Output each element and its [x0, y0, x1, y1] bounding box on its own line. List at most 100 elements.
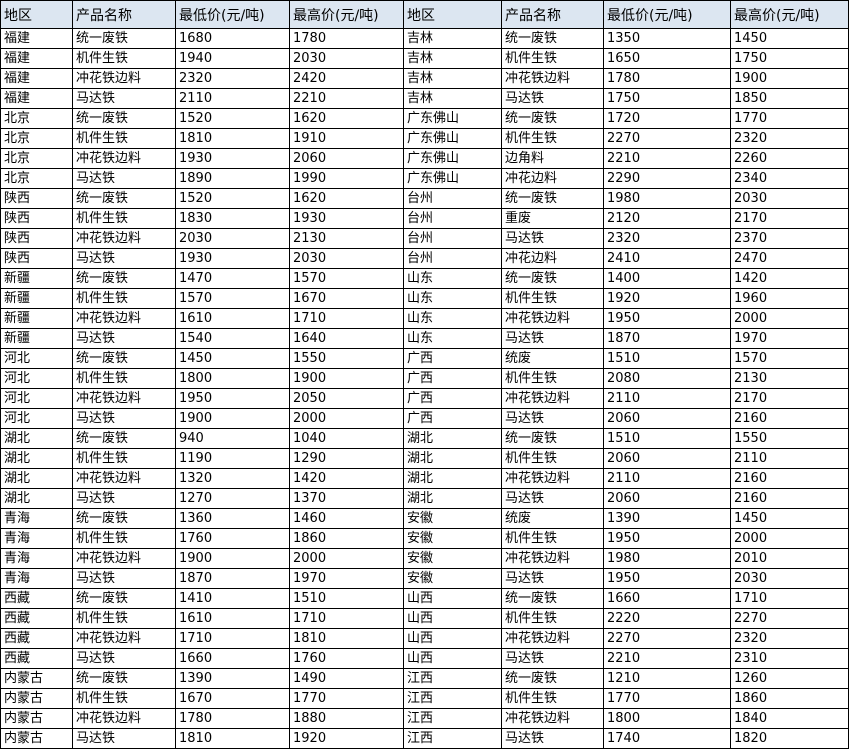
max-price-cell: 1420 [730, 268, 849, 289]
product-cell: 冲花铁边料 [501, 68, 604, 89]
product-cell: 马达铁 [72, 728, 176, 749]
min-price-cell: 1390 [175, 668, 290, 689]
table-row: 陕西 马达铁 1930 2030 台州 冲花边料 2410 2470 [0, 248, 849, 269]
region-cell: 湖北 [403, 468, 502, 489]
min-price-cell: 2080 [603, 368, 731, 389]
max-price-cell: 1970 [730, 328, 849, 349]
min-price-cell: 1930 [175, 148, 290, 169]
max-price-cell: 1640 [289, 328, 404, 349]
table-body: 福建 统一废铁 1680 1780 吉林 统一废铁 1350 1450 福建 机件生铁 1940 20… [0, 28, 849, 749]
product-cell: 统一废铁 [501, 668, 604, 689]
min-price-cell: 1810 [175, 728, 290, 749]
max-price-cell: 2170 [730, 388, 849, 409]
min-price-cell: 1940 [175, 48, 290, 69]
header-product: 产品名称 [501, 0, 604, 29]
max-price-cell: 2030 [289, 248, 404, 269]
product-cell: 边角料 [501, 148, 604, 169]
max-price-cell: 1880 [289, 708, 404, 729]
max-price-cell: 1550 [730, 428, 849, 449]
min-price-cell: 1190 [175, 448, 290, 469]
min-price-cell: 1950 [175, 388, 290, 409]
max-price-cell: 2010 [730, 548, 849, 569]
max-price-cell: 1970 [289, 568, 404, 589]
min-price-cell: 1610 [175, 608, 290, 629]
min-price-cell: 2210 [603, 648, 731, 669]
table-row: 内蒙古 冲花铁边料 1780 1880 江西 冲花铁边料 1800 1840 [0, 708, 849, 729]
region-cell: 广西 [403, 368, 502, 389]
region-cell: 湖北 [403, 488, 502, 509]
max-price-cell: 1770 [730, 108, 849, 129]
region-cell: 广西 [403, 388, 502, 409]
region-cell: 北京 [0, 148, 73, 169]
header-min-price: 最低价(元/吨) [603, 0, 731, 29]
max-price-cell: 2370 [730, 228, 849, 249]
max-price-cell: 1770 [289, 688, 404, 709]
product-cell: 统一废铁 [501, 268, 604, 289]
region-cell: 河北 [0, 348, 73, 369]
product-cell: 机件生铁 [501, 368, 604, 389]
max-price-cell: 1710 [289, 308, 404, 329]
table-row: 河北 冲花铁边料 1950 2050 广西 冲花铁边料 2110 2170 [0, 388, 849, 409]
product-cell: 马达铁 [501, 408, 604, 429]
product-cell: 冲花铁边料 [72, 68, 176, 89]
product-cell: 机件生铁 [72, 528, 176, 549]
min-price-cell: 1510 [603, 428, 731, 449]
min-price-cell: 1780 [603, 68, 731, 89]
region-cell: 山东 [403, 288, 502, 309]
table-row: 青海 冲花铁边料 1900 2000 安徽 冲花铁边料 1980 2010 [0, 548, 849, 569]
table-row: 西藏 马达铁 1660 1760 山西 马达铁 2210 2310 [0, 648, 849, 669]
max-price-cell: 1550 [289, 348, 404, 369]
product-cell: 统一废铁 [72, 588, 176, 609]
min-price-cell: 1950 [603, 568, 731, 589]
region-cell: 西藏 [0, 608, 73, 629]
product-cell: 冲花铁边料 [72, 308, 176, 329]
max-price-cell: 2110 [730, 448, 849, 469]
header-region: 地区 [403, 0, 502, 29]
min-price-cell: 1950 [603, 308, 731, 329]
max-price-cell: 1990 [289, 168, 404, 189]
region-cell: 安徽 [403, 568, 502, 589]
region-cell: 江西 [403, 728, 502, 749]
table-row: 湖北 机件生铁 1190 1290 湖北 机件生铁 2060 2110 [0, 448, 849, 469]
max-price-cell: 1820 [730, 728, 849, 749]
product-cell: 马达铁 [72, 328, 176, 349]
min-price-cell: 2270 [603, 628, 731, 649]
product-cell: 马达铁 [501, 488, 604, 509]
table-row: 福建 机件生铁 1940 2030 吉林 机件生铁 1650 1750 [0, 48, 849, 69]
min-price-cell: 1830 [175, 208, 290, 229]
min-price-cell: 1980 [603, 548, 731, 569]
product-cell: 统废 [501, 508, 604, 529]
product-cell: 统废 [501, 348, 604, 369]
min-price-cell: 1360 [175, 508, 290, 529]
region-cell: 西藏 [0, 648, 73, 669]
max-price-cell: 1450 [730, 28, 849, 49]
table-row: 福建 冲花铁边料 2320 2420 吉林 冲花铁边料 1780 1900 [0, 68, 849, 89]
region-cell: 陕西 [0, 188, 73, 209]
region-cell: 青海 [0, 528, 73, 549]
min-price-cell: 1610 [175, 308, 290, 329]
max-price-cell: 1620 [289, 108, 404, 129]
region-cell: 广西 [403, 408, 502, 429]
region-cell: 陕西 [0, 228, 73, 249]
region-cell: 吉林 [403, 88, 502, 109]
table-row: 北京 冲花铁边料 1930 2060 广东佛山 边角料 2210 2260 [0, 148, 849, 169]
product-cell: 冲花铁边料 [72, 628, 176, 649]
min-price-cell: 2110 [175, 88, 290, 109]
min-price-cell: 2290 [603, 168, 731, 189]
region-cell: 湖北 [0, 448, 73, 469]
max-price-cell: 1910 [289, 128, 404, 149]
max-price-cell: 2170 [730, 208, 849, 229]
region-cell: 广东佛山 [403, 168, 502, 189]
region-cell: 山西 [403, 648, 502, 669]
min-price-cell: 1410 [175, 588, 290, 609]
max-price-cell: 1450 [730, 508, 849, 529]
region-cell: 台州 [403, 188, 502, 209]
max-price-cell: 2320 [730, 628, 849, 649]
region-cell: 山东 [403, 328, 502, 349]
min-price-cell: 2410 [603, 248, 731, 269]
region-cell: 新疆 [0, 308, 73, 329]
min-price-cell: 1670 [175, 688, 290, 709]
min-price-cell: 2270 [603, 128, 731, 149]
table-row: 湖北 冲花铁边料 1320 1420 湖北 冲花铁边料 2110 2160 [0, 468, 849, 489]
region-cell: 山西 [403, 628, 502, 649]
